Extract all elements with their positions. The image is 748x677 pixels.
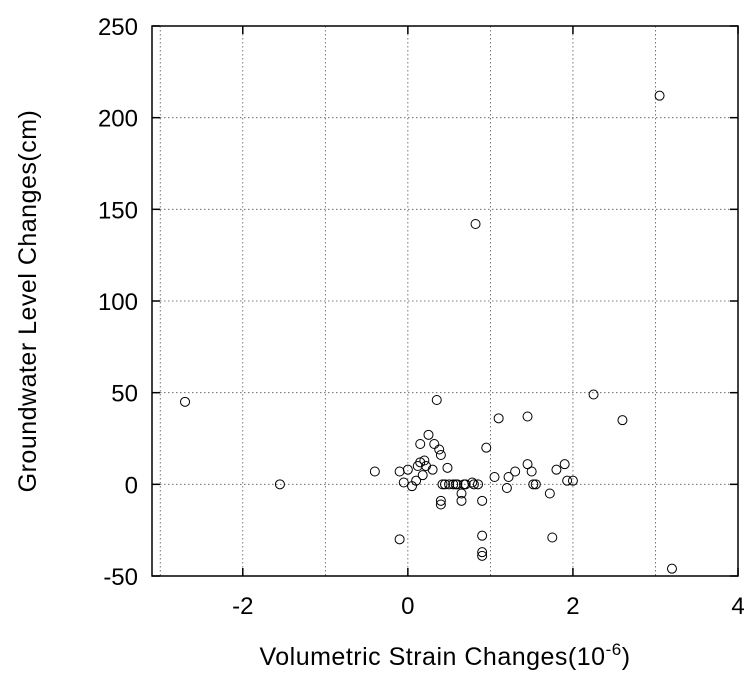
data-point <box>510 466 521 477</box>
data-point <box>522 459 533 470</box>
data-point <box>562 475 573 486</box>
data-point <box>666 563 677 574</box>
data-point <box>434 444 445 455</box>
data-point <box>522 411 533 422</box>
data-point <box>501 483 512 493</box>
data-point <box>411 475 422 486</box>
x-tick-label: 2 <box>566 593 579 620</box>
data-point <box>417 470 428 481</box>
x-axis-label-close: ) <box>622 643 631 671</box>
data-point <box>547 532 558 543</box>
data-point <box>460 479 471 490</box>
data-point <box>440 479 450 490</box>
data-point <box>427 464 438 475</box>
data-point <box>394 534 405 545</box>
data-point <box>435 499 446 510</box>
data-point <box>442 462 453 473</box>
y-axis-label: Groundwater Level Changes(cm) <box>14 110 42 493</box>
data-point <box>551 464 562 475</box>
data-point <box>394 466 405 477</box>
data-point <box>489 472 500 482</box>
data-point <box>429 439 440 449</box>
data-point <box>398 477 409 488</box>
data-point <box>452 479 463 490</box>
data-point <box>456 495 467 506</box>
y-tick-label: 200 <box>98 106 138 133</box>
data-point <box>456 488 467 499</box>
data-point <box>503 472 514 482</box>
data-point <box>444 479 455 490</box>
data-point <box>528 479 539 490</box>
data-point <box>477 530 488 541</box>
y-tick-label: 50 <box>111 381 138 408</box>
data-point <box>435 495 446 506</box>
data-point <box>530 479 541 490</box>
data-point <box>481 442 492 453</box>
y-tick-label: 150 <box>98 197 138 224</box>
data-point <box>415 439 426 449</box>
data-point <box>617 415 628 426</box>
data-point <box>423 429 434 440</box>
data-point <box>477 547 488 558</box>
x-axis-label-main: Volumetric Strain Changes(10 <box>259 643 605 671</box>
data-points <box>180 90 677 574</box>
data-point <box>567 475 578 486</box>
x-axis-label: Volumetric Strain Changes(10-6) <box>259 640 630 671</box>
y-tick-label: 250 <box>98 14 138 41</box>
data-point <box>431 395 442 405</box>
x-tick-labels: -2 0 2 4 <box>232 593 745 620</box>
x-axis-label-exponent: -6 <box>606 640 622 659</box>
y-tick-label: 100 <box>98 289 138 316</box>
data-point <box>477 550 488 561</box>
data-point <box>467 477 478 488</box>
data-point <box>437 479 448 490</box>
data-point <box>526 466 537 477</box>
x-tick-label: 4 <box>731 593 744 620</box>
data-point <box>473 479 484 490</box>
data-point <box>468 479 479 490</box>
data-point <box>448 479 459 490</box>
y-tick-label: 0 <box>125 472 138 499</box>
data-point <box>180 396 191 407</box>
data-point <box>369 466 380 477</box>
y-tick-label: -50 <box>103 564 138 591</box>
data-point <box>544 488 555 499</box>
data-point <box>493 413 504 424</box>
data-point <box>402 464 413 475</box>
data-point <box>470 219 481 229</box>
x-tick-label: 0 <box>401 593 414 620</box>
data-point <box>559 459 570 470</box>
y-tick-labels: -50 0 50 100 150 200 250 <box>98 14 138 591</box>
data-point <box>654 90 665 101</box>
axis-ticks <box>152 25 739 577</box>
data-point <box>477 495 488 506</box>
grid-lines <box>152 26 738 576</box>
data-point <box>274 479 285 490</box>
data-point <box>435 450 446 460</box>
data-point <box>588 389 599 400</box>
x-tick-label: -2 <box>232 593 253 620</box>
data-point <box>419 455 430 466</box>
